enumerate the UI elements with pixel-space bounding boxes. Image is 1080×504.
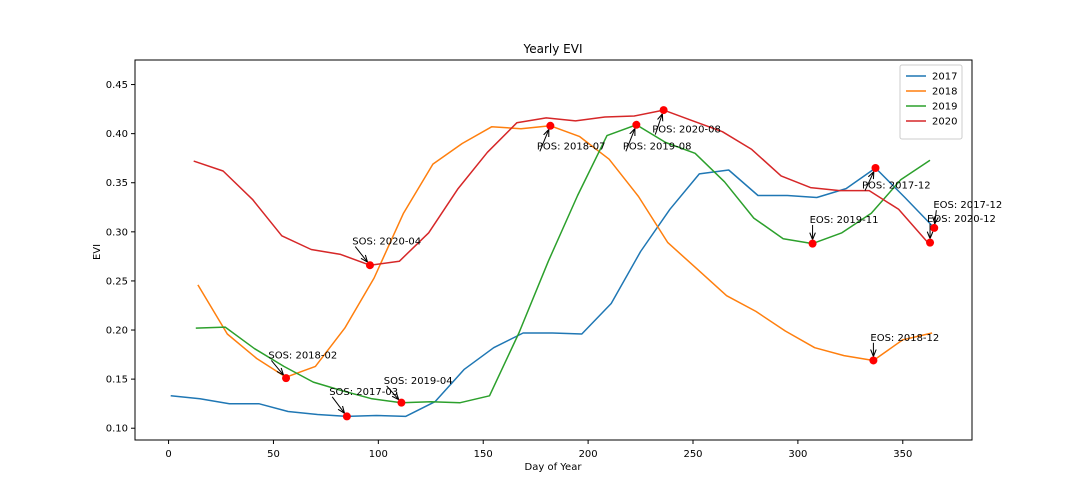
series-line-2020 [193,109,929,266]
legend-label-2018: 2018 [932,87,957,98]
annotation-label: EOS: 2017-12 [933,200,1002,211]
annotation-label: POS: 2018-07 [537,141,606,152]
annotation-label: SOS: 2018-02 [268,350,337,361]
x-tick-label: 250 [683,449,702,460]
series-line-2018 [197,125,933,378]
phenology-point [342,412,351,421]
annotation-arrow [864,172,874,191]
annotation-label: POS: 2017-12 [862,181,931,192]
y-tick-label: 0.15 [106,375,128,386]
y-tick-label: 0.35 [106,178,128,189]
legend: 2017 2018 2019 2020 [899,64,963,140]
x-axis-label: Day of Year [525,462,583,473]
phenology-point [365,261,374,270]
annotation-arrow [654,114,662,135]
annotation-arrow [386,385,399,400]
series-line-2017 [170,167,935,418]
legend-label-2017: 2017 [932,72,957,83]
legend-label-2020: 2020 [932,117,957,128]
annotation-arrow [625,129,635,152]
phenology-point [632,120,641,129]
phenology-point [808,239,817,248]
annotation-arrow [539,129,549,152]
annotation-label: SOS: 2019-04 [384,376,453,387]
series-line-2019 [195,124,931,404]
phenology-point [282,374,291,383]
annotation-label: EOS: 2018-12 [870,333,939,344]
phenology-point [397,398,406,407]
y-axis-label: EVI [92,244,103,260]
x-tick-label: 200 [579,449,598,460]
phenology-point [659,106,668,115]
y-tick-label: 0.10 [106,424,128,435]
annotation-arrow [935,210,937,224]
x-tick-label: 50 [267,449,280,460]
x-tick-label: 0 [165,449,171,460]
annotation-label: SOS: 2017-03 [329,387,398,398]
y-tick-label: 0.40 [106,129,128,140]
phenology-point [930,223,939,232]
legend-label-2019: 2019 [932,102,957,113]
y-tick-label: 0.45 [106,80,128,91]
annotation-label: POS: 2019-08 [623,141,692,152]
annotation-label: SOS: 2020-04 [352,237,421,248]
phenology-point [869,356,878,365]
x-tick-label: 300 [788,449,807,460]
phenology-point [926,238,935,247]
annotation-arrow [270,360,283,375]
y-tick-label: 0.30 [106,227,128,238]
chart-title: Yearly EVI [523,42,583,56]
x-tick-label: 150 [474,449,493,460]
annotation-arrow [354,246,367,263]
x-tick-label: 350 [893,449,912,460]
y-tick-label: 0.20 [106,326,128,337]
annotation-label: EOS: 2019-11 [810,215,879,226]
annotation-label: POS: 2020-08 [652,125,721,136]
annotation-arrow [331,396,344,413]
x-tick-label: 100 [369,449,388,460]
y-tick-label: 0.25 [106,276,128,287]
plot-frame [134,59,973,441]
phenology-point [871,164,880,173]
phenology-point [546,121,555,130]
annotation-label: EOS: 2020-12 [927,214,996,225]
